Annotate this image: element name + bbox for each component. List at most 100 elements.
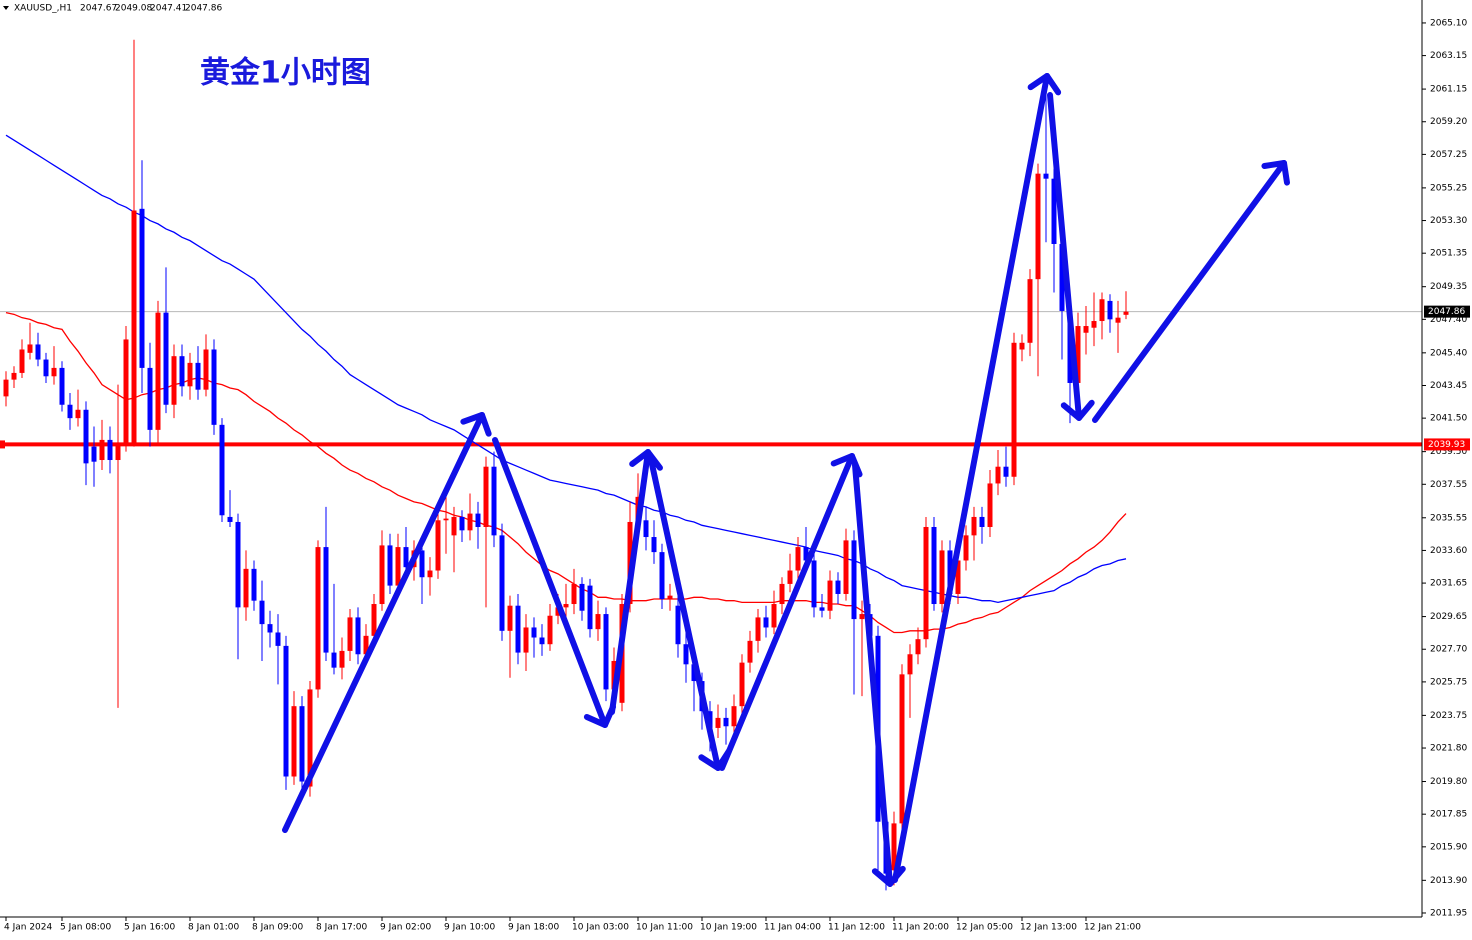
y-tick-label: 2057.25 [1430,150,1467,160]
candle-body [435,520,441,571]
candle-body [267,624,273,633]
candle-body [291,706,297,777]
candle-body [171,356,177,405]
candle-body [843,540,849,594]
y-tick-label: 2053.30 [1430,216,1467,226]
arrow [609,449,663,715]
x-tick-label: 4 Jan 2024 [4,923,52,933]
candle-body [1091,321,1097,328]
close-value: 2047.86 [185,4,222,14]
candle-body [587,585,593,630]
candle-body [995,466,1001,484]
candle-body [75,409,81,419]
candle-body [211,349,217,425]
candle-body [283,645,289,777]
candle-body [1019,342,1025,350]
candle-body [459,516,465,531]
symbol: XAUUSD_,H1 [14,4,72,14]
candle-body [299,706,305,782]
y-tick-label: 2061.15 [1430,85,1467,95]
y-tick-label: 2059.20 [1430,117,1467,127]
candle-body [1115,317,1121,323]
candle-body [59,367,65,405]
candle-body [331,652,337,668]
level-price-box [1424,438,1470,451]
candle-body [3,379,9,397]
x-tick-label: 10 Jan 11:00 [636,923,693,933]
candle-body [715,717,721,728]
candle-body [107,439,113,461]
candle-body [1035,173,1041,280]
candle-body [475,513,481,527]
candle-body [859,614,865,620]
y-tick-label: 2019.80 [1430,777,1467,787]
y-tick-label: 2045.40 [1430,348,1467,358]
annotation-arrows [282,73,1290,887]
candle-body [499,535,505,631]
candle-body [115,444,121,461]
candle-body [1075,326,1081,383]
x-tick-label: 8 Jan 09:00 [252,923,304,933]
candle-body [147,367,153,430]
candle-body [891,823,897,871]
x-tick-label: 5 Jan 08:00 [60,923,112,933]
candle-body [787,570,793,584]
candle-body [507,605,513,631]
low-value: 2047.41 [150,4,187,14]
arrow [1092,160,1290,423]
level-price-label: 2039.93 [1428,440,1465,450]
candle-body [811,560,817,608]
candle-body [515,605,521,653]
candle-body [467,513,473,531]
candle-body [971,516,977,536]
arrow [647,452,732,771]
candle-body [51,367,57,377]
candle-body [227,516,233,522]
candle-body [1051,178,1057,244]
candle-body [539,637,545,645]
candle-body [43,359,49,377]
candle-body [403,547,409,568]
y-tick-label: 2023.75 [1430,711,1467,721]
x-tick-label: 12 Jan 13:00 [1020,923,1077,933]
x-tick-label: 11 Jan 04:00 [764,923,821,933]
arrow [492,437,617,728]
candle-body [803,547,809,561]
candle-body [731,706,737,727]
y-tick-label: 2021.80 [1430,744,1467,754]
candle-body [1059,243,1065,311]
candle-body [547,615,553,645]
candle-body [379,545,385,605]
candle-body [483,466,489,527]
candle-body [595,614,601,630]
candle-body [339,650,345,668]
candle-body [579,583,585,611]
y-tick-label: 2065.10 [1430,18,1467,28]
y-tick-label: 2037.55 [1430,480,1467,490]
candle-body [651,537,657,553]
y-tick-label: 2029.65 [1430,612,1467,622]
moving-average [5,134,1127,604]
candle-body [795,547,801,571]
candle-body [659,552,665,599]
candle-body [939,550,945,605]
candle-body [195,362,201,390]
candle-body [747,640,753,663]
candle-body [779,583,785,605]
candle-body [563,604,569,608]
candle-body [819,607,825,611]
candle-body [523,627,529,653]
candle-body [315,547,321,690]
open-value: 2047.67 [80,4,117,14]
candle-body [683,644,689,665]
arrow [852,462,906,887]
candle-body [827,580,833,611]
bid-price-box [1424,305,1470,318]
y-tick-label: 2063.15 [1430,51,1467,61]
candle-body [387,545,393,586]
candle-body [675,605,681,645]
y-tick-label: 2055.25 [1430,183,1467,193]
